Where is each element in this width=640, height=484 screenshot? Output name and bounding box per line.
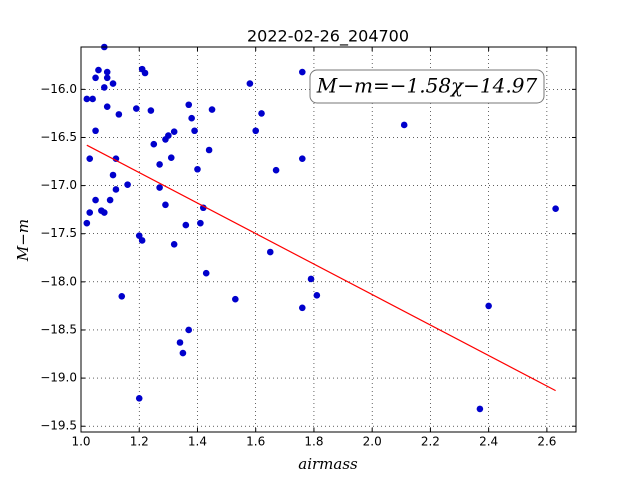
- data-point: [135, 395, 143, 402]
- data-point: [252, 127, 260, 135]
- x-tick-label: 1.0: [71, 435, 90, 449]
- data-point: [205, 146, 213, 154]
- data-point: [133, 105, 140, 112]
- data-point: [135, 232, 143, 239]
- annotation-box: [309, 69, 545, 104]
- x-tick-label: 2.2: [421, 435, 440, 449]
- data-point: [298, 155, 306, 162]
- data-point: [170, 241, 178, 248]
- data-point: [103, 103, 111, 110]
- data-point: [162, 201, 169, 209]
- data-point: [188, 114, 195, 122]
- data-point: [100, 84, 108, 91]
- y-axis-label: M−m: [14, 219, 32, 262]
- data-point: [298, 68, 306, 76]
- data-point: [118, 292, 126, 300]
- data-point: [165, 132, 172, 139]
- data-point: [109, 171, 117, 179]
- data-point: [232, 295, 239, 303]
- data-point: [202, 269, 210, 277]
- data-point: [552, 205, 559, 212]
- x-tick-label: 2.6: [537, 435, 556, 449]
- data-point: [179, 349, 187, 357]
- x-tick-label: 1.8: [304, 435, 323, 449]
- data-point: [298, 304, 306, 312]
- data-point: [112, 155, 120, 162]
- data-point: [124, 181, 131, 188]
- y-tick-label: −19.5: [40, 419, 77, 433]
- data-point: [476, 405, 484, 413]
- chart-title: 2022-02-26_204700: [247, 27, 409, 47]
- data-point: [170, 128, 178, 135]
- data-point: [115, 111, 123, 118]
- data-point: [141, 69, 149, 77]
- data-point: [92, 127, 99, 135]
- data-point: [156, 161, 163, 168]
- fit-line: [86, 144, 556, 392]
- data-point: [156, 184, 163, 191]
- y-tick-label: −19.0: [40, 371, 77, 385]
- data-point: [313, 292, 321, 299]
- x-tick-label: 1.6: [246, 435, 265, 449]
- data-point: [400, 121, 408, 129]
- data-point: [197, 219, 204, 227]
- data-point: [208, 106, 216, 113]
- data-point: [258, 110, 265, 117]
- data-point: [109, 80, 117, 87]
- data-point: [194, 165, 201, 173]
- data-point: [92, 196, 99, 204]
- data-point: [95, 66, 102, 74]
- data-point: [138, 237, 146, 244]
- plot-frame: [80, 46, 577, 433]
- data-point: [106, 196, 114, 204]
- data-point: [272, 166, 280, 174]
- data-point: [89, 95, 96, 103]
- y-tick-label: −18.5: [40, 322, 77, 336]
- data-point: [92, 74, 99, 82]
- data-point: [86, 209, 94, 216]
- data-point: [86, 155, 94, 162]
- data-point: [150, 140, 158, 148]
- data-point: [83, 95, 91, 103]
- data-point: [147, 107, 155, 114]
- data-point: [103, 68, 111, 76]
- data-point: [182, 221, 190, 229]
- y-tick-label: −16.0: [40, 82, 77, 96]
- data-point: [103, 74, 111, 82]
- y-tick-label: −18.0: [40, 274, 77, 288]
- data-point: [185, 101, 193, 109]
- annotation: M−m=−1.58χ−14.97: [316, 74, 538, 98]
- x-tick-label: 2.0: [363, 435, 382, 449]
- data-point: [199, 204, 207, 212]
- data-point: [191, 127, 198, 135]
- data-point: [485, 302, 492, 310]
- y-tick-label: −16.5: [40, 130, 77, 144]
- x-tick-label: 1.2: [130, 435, 149, 449]
- data-point: [100, 209, 108, 216]
- data-point: [83, 219, 91, 227]
- data-point: [167, 154, 175, 161]
- data-point: [176, 339, 184, 346]
- x-tick-label: 1.4: [188, 435, 207, 449]
- x-axis-label: airmass: [298, 455, 358, 473]
- data-point: [112, 186, 120, 193]
- x-tick-label: 2.4: [479, 435, 498, 449]
- data-point: [185, 326, 193, 334]
- data-point: [307, 275, 315, 283]
- data-point: [266, 248, 274, 256]
- data-point: [246, 80, 254, 87]
- y-tick-label: −17.5: [40, 226, 77, 240]
- y-tick-label: −17.0: [40, 178, 77, 192]
